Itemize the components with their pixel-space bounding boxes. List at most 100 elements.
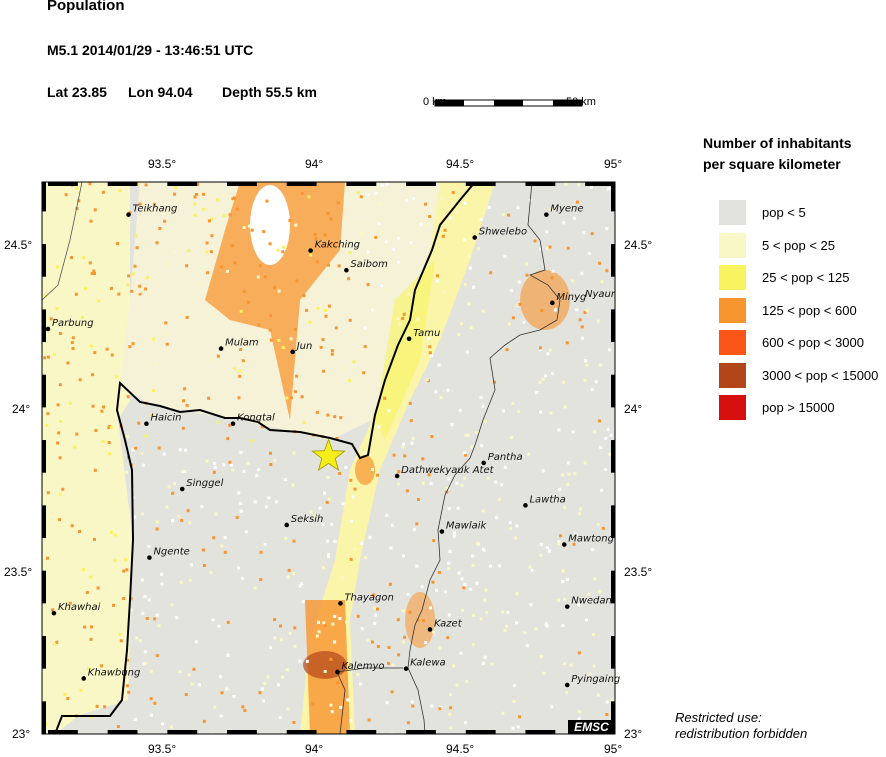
raster-cell	[563, 405, 567, 409]
raster-cell	[50, 435, 54, 439]
raster-cell	[501, 409, 505, 413]
city-marker[interactable]: Shwelebo	[472, 227, 527, 240]
raster-cell	[93, 208, 97, 212]
city-marker[interactable]: Minyg	[550, 292, 586, 306]
city-marker[interactable]: Seksih	[284, 514, 323, 528]
raster-cell	[368, 535, 372, 539]
raster-cell	[387, 661, 390, 665]
city-dot-icon	[344, 267, 349, 273]
raster-cell	[233, 261, 237, 265]
raster-cell	[98, 612, 102, 615]
raster-cell	[547, 549, 551, 553]
city-marker[interactable]: Nwedan	[564, 596, 612, 609]
raster-cell	[460, 322, 464, 326]
raster-cell	[184, 693, 188, 696]
legend-swatch	[719, 200, 746, 225]
raster-cell	[336, 681, 340, 685]
raster-cell	[514, 536, 518, 540]
raster-cell	[455, 683, 459, 687]
raster-cell	[485, 611, 489, 615]
raster-cell	[565, 578, 569, 582]
city-marker[interactable]: Saibom	[344, 259, 388, 273]
raster-cell	[284, 478, 287, 481]
raster-cell	[58, 456, 62, 460]
raster-cell	[523, 631, 527, 635]
raster-cell	[501, 711, 505, 715]
raster-cell	[366, 638, 370, 642]
raster-cell	[385, 513, 389, 517]
lon-tick-top: 94°	[305, 157, 324, 171]
city-marker[interactable]: Lawtha	[523, 494, 566, 508]
raster-cell	[435, 279, 439, 283]
raster-cell	[263, 542, 267, 546]
raster-cell	[508, 521, 512, 525]
raster-cell	[391, 523, 394, 527]
city-marker[interactable]: Kalewa	[403, 658, 446, 671]
frame-bar	[611, 636, 615, 669]
raster-cell	[427, 337, 430, 340]
raster-cell	[131, 342, 135, 346]
raster-cell	[54, 478, 57, 482]
city-marker[interactable]: Tamu	[406, 328, 441, 342]
raster-cell	[371, 640, 374, 644]
raster-cell	[371, 308, 374, 312]
city-marker[interactable]: Jun	[290, 341, 312, 355]
epicenter-star-icon[interactable]	[311, 438, 346, 472]
city-marker[interactable]: Ngente	[147, 547, 190, 560]
raster-cell	[181, 426, 185, 430]
raster-cell	[348, 318, 352, 322]
raster-cell	[315, 260, 319, 264]
raster-cell	[46, 657, 50, 661]
raster-cell	[187, 249, 191, 253]
raster-cell	[291, 483, 295, 487]
city-marker[interactable]: Kakching	[308, 240, 360, 253]
raster-cell	[149, 669, 153, 673]
city-marker[interactable]: Dathwekyauk Atet	[394, 465, 495, 479]
city-marker[interactable]: Kazet	[427, 618, 463, 632]
city-marker[interactable]: Haicin	[144, 413, 182, 427]
raster-cell	[516, 206, 520, 210]
raster-cell	[238, 369, 242, 373]
raster-cell	[349, 557, 353, 561]
legend-label: 5 < pop < 25	[762, 237, 836, 253]
raster-cell	[160, 573, 164, 577]
city-label: Khawbung	[88, 667, 141, 678]
city-marker[interactable]: Kalemyo	[335, 661, 385, 675]
city-marker[interactable]: Teikhang	[126, 204, 177, 217]
city-marker[interactable]: Thayagon	[338, 592, 394, 606]
raster-cell	[439, 396, 443, 400]
raster-cell	[75, 667, 79, 671]
city-marker[interactable]: Mawlaik	[439, 520, 488, 534]
raster-cell	[349, 719, 353, 723]
raster-cell	[601, 526, 605, 530]
raster-cell	[250, 228, 254, 232]
city-marker[interactable]: Singgel	[179, 478, 224, 492]
raster-cell	[179, 580, 183, 584]
city-marker[interactable]: Mulam	[218, 338, 259, 351]
city-label: Ngente	[153, 547, 189, 558]
raster-cell	[213, 705, 217, 709]
city-marker[interactable]: Kongtal	[230, 413, 275, 427]
city-marker[interactable]: Pantha	[481, 452, 523, 466]
raster-cell	[217, 624, 221, 628]
raster-cell	[565, 341, 569, 345]
raster-cell	[207, 396, 211, 400]
raster-cell	[515, 621, 519, 625]
city-marker[interactable]: Khawbung	[81, 667, 141, 681]
raster-cell	[324, 314, 328, 318]
city-marker[interactable]: Myene	[544, 204, 584, 217]
city-marker[interactable]: Mawtong	[561, 534, 614, 547]
raster-cell	[456, 506, 460, 510]
city-marker[interactable]: Parbung	[45, 318, 94, 332]
raster-cell	[187, 673, 191, 677]
raster-cell	[239, 450, 243, 454]
raster-cell	[476, 541, 480, 545]
raster-cell	[292, 539, 296, 543]
raster-cell	[181, 470, 185, 474]
frame-bar	[611, 374, 615, 408]
city-dot-icon	[394, 473, 400, 479]
raster-cell	[452, 664, 456, 668]
city-marker[interactable]: Khawhai	[51, 602, 101, 616]
city-marker[interactable]: Pyingaing	[564, 674, 620, 688]
raster-cell	[367, 250, 370, 254]
